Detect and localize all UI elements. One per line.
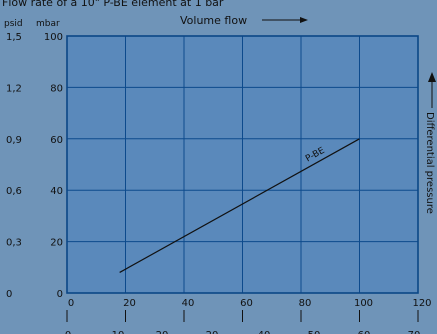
right-axis-label: Differential pressure <box>424 112 435 214</box>
x-secondary-tick-label: 60 <box>358 330 371 334</box>
y-tick-label-psid: 0,6 <box>6 186 22 197</box>
x-secondary-tick-label: 50 <box>308 330 321 334</box>
chart-title: Flow rate of a 10" P-BE element at 1 bar <box>2 0 224 9</box>
y-tick-label-psid: 0,3 <box>6 238 22 249</box>
x-tick-label: 80 <box>299 298 312 309</box>
y-tick-label-mbar: 100 <box>44 32 63 43</box>
right-axis-arrow-head <box>428 72 436 82</box>
y-tick-label-psid: 1,2 <box>6 83 22 94</box>
top-axis-arrow-head <box>300 17 308 23</box>
plot-frame <box>66 35 419 294</box>
y-tick-label-psid: 0 <box>6 289 12 300</box>
y-tick-label-mbar: 0 <box>57 289 63 300</box>
x-tick-label: 0 <box>68 298 74 309</box>
x-secondary-tick-label: 0 <box>65 330 71 334</box>
x-tick-label: 100 <box>354 298 373 309</box>
left-unit-mbar: mbar <box>36 19 60 29</box>
x-tick-label: 40 <box>182 298 195 309</box>
y-tick-label-mbar: 40 <box>50 186 63 197</box>
series-line <box>119 138 360 273</box>
x-secondary-tick-label: 10 <box>112 330 125 334</box>
left-unit-psid: psid <box>4 19 23 29</box>
y-tick-label-mbar: 80 <box>50 83 63 94</box>
y-tick-label-psid: 0,9 <box>6 135 22 146</box>
y-tick-label-mbar: 20 <box>50 238 63 249</box>
x-tick-label: 20 <box>123 298 136 309</box>
x-secondary-tick-label: 40 <box>258 330 271 334</box>
y-tick-label-psid: 1,5 <box>6 32 22 43</box>
y-tick-label-mbar: 60 <box>50 135 63 146</box>
x-secondary-tick-label: 20 <box>206 330 219 334</box>
x-secondary-tick-label: 70 <box>408 330 421 334</box>
x-secondary-tick-label: 20 <box>156 330 169 334</box>
x-tick-label: 60 <box>240 298 253 309</box>
x-tick-label: 120 <box>412 298 431 309</box>
top-axis-label: Volume flow <box>180 14 247 27</box>
